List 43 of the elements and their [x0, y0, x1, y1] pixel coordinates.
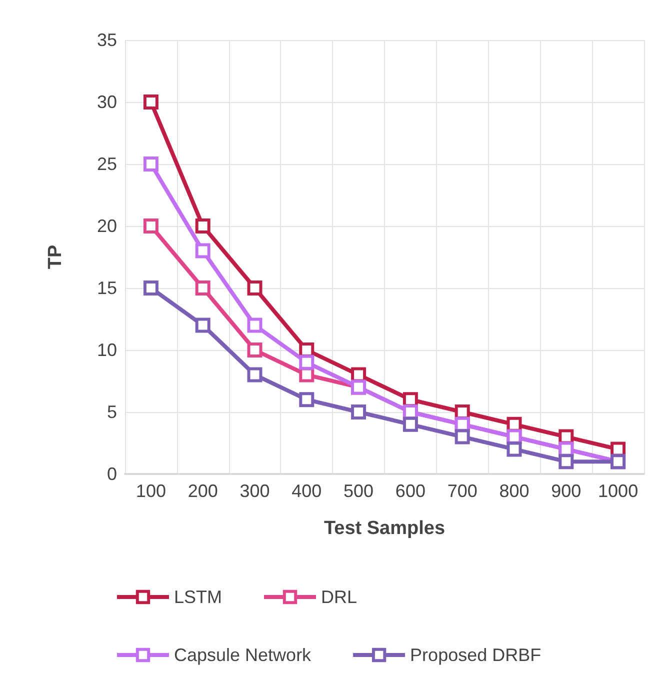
legend-label: Proposed DRBF — [410, 645, 542, 665]
point — [558, 454, 574, 470]
legend-label: Capsule Network — [174, 645, 312, 665]
x-tick-label: 300 — [240, 481, 270, 501]
point — [247, 318, 262, 333]
x-tick-label: 200 — [188, 481, 218, 501]
legend-label: DRL — [321, 587, 358, 607]
x-tick-label: 500 — [344, 481, 374, 501]
y-tick-label: 35 — [96, 30, 117, 50]
point — [195, 280, 210, 296]
point — [299, 392, 314, 408]
x-tick-label: 700 — [447, 481, 478, 501]
point — [506, 442, 522, 457]
point — [299, 354, 314, 370]
point — [402, 416, 418, 432]
point — [454, 429, 470, 444]
y-axis-title: TP — [45, 244, 66, 270]
point — [247, 280, 262, 296]
y-tick-label: 15 — [96, 278, 117, 298]
y-tick-label: 5 — [106, 402, 117, 422]
x-tick-label: 100 — [136, 481, 166, 501]
y-tick-label: 10 — [96, 340, 117, 360]
x-tick-label: 800 — [499, 481, 530, 501]
point — [247, 342, 262, 358]
point — [195, 218, 210, 234]
y-tick-label: 25 — [96, 154, 117, 174]
point — [143, 156, 158, 172]
point — [195, 318, 210, 333]
point — [143, 94, 158, 110]
point — [195, 243, 210, 258]
x-tick-label: 900 — [551, 481, 582, 501]
point — [143, 218, 158, 234]
point — [351, 404, 366, 420]
x-tick-label: 600 — [395, 481, 426, 501]
y-tick-label: 0 — [106, 464, 117, 484]
point — [247, 367, 262, 382]
x-tick-label: 1000 — [598, 481, 638, 501]
y-tick-label: 30 — [96, 92, 117, 112]
legend-label: LSTM — [174, 587, 222, 607]
y-tick-label: 20 — [96, 216, 117, 236]
x-axis-title: Test Samples — [324, 518, 446, 539]
point — [143, 280, 158, 296]
x-tick-label: 400 — [292, 481, 322, 501]
